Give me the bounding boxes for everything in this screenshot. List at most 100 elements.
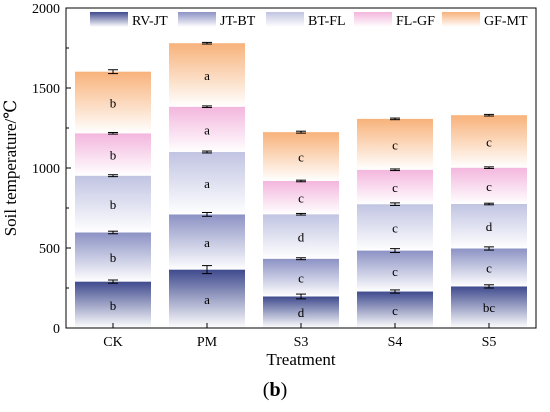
sig-letter-s4-jt-bt: c xyxy=(392,264,398,279)
x-tick-label-s5: S5 xyxy=(482,335,497,350)
error-bar-s4-jt-bt xyxy=(390,248,400,253)
error-bar-s3-jt-bt xyxy=(296,257,306,261)
x-tick-label-pm: PM xyxy=(197,335,218,350)
bar-s5-gf-mt xyxy=(451,115,527,168)
panel-label-letter: b xyxy=(269,379,281,401)
sig-letter-s5-bt-fl: d xyxy=(486,219,493,234)
bars-layer xyxy=(75,43,527,328)
sig-letter-ck-gf-mt: b xyxy=(110,95,117,110)
bar-s4-fl-gf xyxy=(357,169,433,205)
bar-s3-jt-bt xyxy=(263,258,339,297)
bar-s5-rv-jt xyxy=(451,286,527,328)
error-bar-s3-bt-fl xyxy=(296,212,306,216)
sig-letter-pm-bt-fl: a xyxy=(204,176,210,191)
error-bar-s4-gf-mt xyxy=(390,117,400,121)
error-bar-s3-rv-jt xyxy=(296,293,306,300)
legend-label-fl-gf: FL-GF xyxy=(396,14,435,29)
sig-letter-ck-fl-gf: b xyxy=(110,147,117,162)
sig-letter-pm-fl-gf: a xyxy=(204,122,210,137)
bar-ck-rv-jt xyxy=(75,281,151,328)
sig-letter-s3-rv-jt: d xyxy=(298,305,305,320)
error-bar-pm-jt-bt xyxy=(202,211,212,217)
bar-s4-gf-mt xyxy=(357,118,433,170)
error-bar-s5-gf-mt xyxy=(484,113,494,117)
error-bar-s3-fl-gf xyxy=(296,179,306,183)
error-bar-pm-gf-mt xyxy=(202,41,212,45)
bar-s4-jt-bt xyxy=(357,250,433,292)
legend-swatch-rv-jt xyxy=(90,12,128,27)
legend-label-bt-fl: BT-FL xyxy=(308,14,346,29)
bar-s5-bt-fl xyxy=(451,204,527,249)
bar-s4-bt-fl xyxy=(357,204,433,251)
y-tick-label: 2000 xyxy=(32,2,60,17)
panel-label: (b) xyxy=(262,379,288,401)
sig-letter-s4-rv-jt: c xyxy=(392,303,398,318)
x-tick-label-s4: S4 xyxy=(388,335,403,350)
error-bar-pm-bt-fl xyxy=(202,150,212,154)
error-bar-pm-fl-gf xyxy=(202,105,212,109)
error-bar-s4-fl-gf xyxy=(390,168,400,172)
sig-letter-s5-jt-bt: c xyxy=(486,260,492,275)
y-axis-label: Soil temperature/℃ xyxy=(1,100,20,237)
significance-letters: b b b b b a a a a a d c d c c c c c c c bc c d c c xyxy=(110,68,496,320)
bar-s3-gf-mt xyxy=(263,132,339,181)
legend-swatch-jt-bt xyxy=(178,12,216,27)
sig-letter-s5-gf-mt: c xyxy=(486,134,492,149)
axes: 0 500 1000 1500 2000 CK PM S3 S4 S5 xyxy=(32,2,537,350)
legend-swatch-bt-fl xyxy=(266,12,304,27)
y-tick-label: 0 xyxy=(53,322,60,337)
sig-letter-s3-bt-fl: d xyxy=(298,229,305,244)
error-bar-s4-bt-fl xyxy=(390,202,400,206)
bar-pm-fl-gf xyxy=(169,106,245,152)
bar-s5-fl-gf xyxy=(451,167,527,204)
legend-label-jt-bt: JT-BT xyxy=(220,14,256,29)
error-bars xyxy=(108,41,494,300)
x-axis-label: Treatment xyxy=(266,350,336,369)
bar-pm-bt-fl xyxy=(169,152,245,215)
error-bar-s3-gf-mt xyxy=(296,130,306,134)
sig-letter-s5-fl-gf: c xyxy=(486,179,492,194)
sig-letter-ck-rv-jt: b xyxy=(110,298,117,313)
sig-letter-s4-fl-gf: c xyxy=(392,180,398,195)
bar-pm-gf-mt xyxy=(169,43,245,107)
y-tick-label: 1000 xyxy=(32,162,60,177)
error-bar-s5-bt-fl xyxy=(484,202,494,206)
bar-s3-rv-jt xyxy=(263,296,339,328)
bar-pm-jt-bt xyxy=(169,214,245,270)
bar-s5-jt-bt xyxy=(451,248,527,287)
sig-letter-s5-rv-jt: bc xyxy=(483,300,496,315)
sig-letter-s3-jt-bt: c xyxy=(298,271,304,286)
error-bar-ck-rv-jt xyxy=(108,279,118,284)
x-tick-label-s3: S3 xyxy=(294,335,309,350)
error-bar-s5-jt-bt xyxy=(484,246,494,251)
sig-letter-ck-jt-bt: b xyxy=(110,250,117,265)
legend: RV-JT JT-BT BT-FL FL-GF GF-MT xyxy=(90,12,528,29)
bar-ck-gf-mt xyxy=(75,71,151,134)
error-bar-s4-rv-jt xyxy=(390,289,400,294)
sig-letter-pm-jt-bt: a xyxy=(204,235,210,250)
error-bar-pm-rv-jt xyxy=(202,265,212,275)
sig-letter-pm-rv-jt: a xyxy=(204,292,210,307)
legend-label-rv-jt: RV-JT xyxy=(132,14,168,29)
bar-ck-jt-bt xyxy=(75,232,151,282)
error-bar-ck-jt-bt xyxy=(108,230,118,235)
sig-letter-s3-gf-mt: c xyxy=(298,150,304,165)
bar-s3-fl-gf xyxy=(263,180,339,215)
legend-label-gf-mt: GF-MT xyxy=(484,14,528,29)
error-bar-s5-fl-gf xyxy=(484,166,494,169)
sig-letter-ck-bt-fl: b xyxy=(110,197,117,212)
sig-letter-pm-gf-mt: a xyxy=(204,68,210,83)
legend-swatch-fl-gf xyxy=(354,12,392,27)
error-bar-s5-rv-jt xyxy=(484,284,494,289)
error-bar-ck-gf-mt xyxy=(108,69,118,75)
sig-letter-s4-bt-fl: c xyxy=(392,220,398,235)
legend-swatch-gf-mt xyxy=(442,12,480,27)
bar-s3-bt-fl xyxy=(263,214,339,259)
y-tick-label: 1500 xyxy=(32,82,60,97)
y-tick-label: 500 xyxy=(39,242,60,257)
x-tick-label-ck: CK xyxy=(103,335,122,350)
bar-pm-rv-jt xyxy=(169,269,245,328)
error-bar-ck-fl-gf xyxy=(108,131,118,135)
sig-letter-s4-gf-mt: c xyxy=(392,137,398,152)
bar-ck-fl-gf xyxy=(75,133,151,176)
